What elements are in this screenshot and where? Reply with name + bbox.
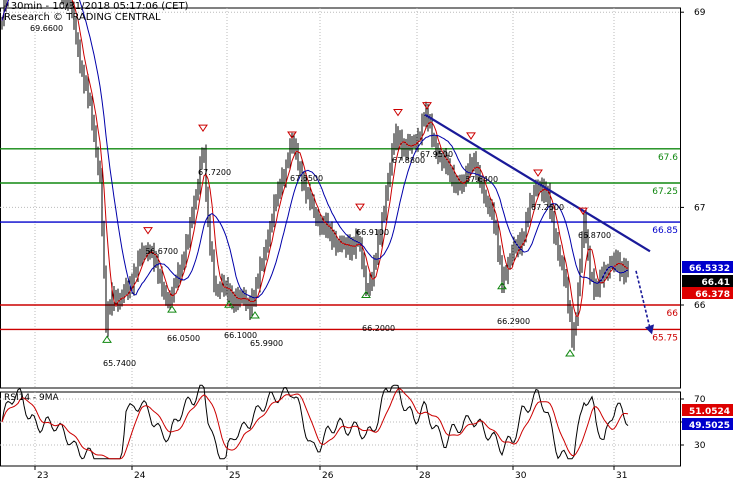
price-badge-label: 66.41	[702, 278, 730, 288]
x-tick-label: 30	[515, 471, 527, 480]
x-tick-label: 26	[322, 471, 334, 480]
y-tick-label: 67	[694, 203, 705, 213]
swing-high-label: 67.6500	[290, 174, 323, 183]
moving-average-fast	[1, 0, 629, 318]
swing-high-label: 67.8800	[392, 156, 425, 165]
resistance-level-label: 67.6	[658, 153, 678, 163]
swing-low-marker	[497, 281, 507, 290]
resistance-level-label: 67.25	[652, 187, 678, 197]
swing-low-label: 66.2000	[362, 324, 395, 333]
swing-high-label: 66.8700	[578, 231, 611, 240]
rsi-badge	[682, 418, 733, 430]
swing-high-label: 67.7200	[198, 168, 231, 177]
swing-high-label: 67.6400	[465, 175, 498, 184]
support-level-label: 65.75	[652, 333, 678, 343]
trend-line	[424, 113, 651, 253]
swing-high-label: 67.2600	[531, 203, 564, 212]
y-tick-label: 66	[694, 301, 706, 311]
pivot-level-label: 66.85	[652, 226, 678, 236]
rsi-badge-label: 49.5025	[689, 421, 730, 431]
swing-low-label: 66.2900	[497, 317, 530, 326]
swing-high-label: 66.6700	[145, 247, 178, 256]
price-badge-label: 66.378	[695, 290, 730, 300]
y-tick-label: 69	[694, 8, 706, 18]
swing-low-marker	[565, 349, 575, 357]
swing-low-marker	[167, 305, 177, 313]
x-tick-label: 25	[229, 471, 240, 480]
chart-header-timeframe: - 30min - 10/31/2018 05:17:06 (CET)	[4, 1, 189, 12]
swing-high-marker	[393, 109, 403, 117]
swing-low-marker	[224, 300, 234, 308]
rsi-y-tick-label: 30	[694, 441, 706, 451]
rsi-panel-label: RSI14 - 9MA	[4, 393, 59, 403]
x-tick-label: 28	[419, 471, 431, 480]
swing-low-label: 65.7400	[103, 359, 136, 368]
x-tick-label: 31	[616, 471, 627, 480]
price-panel-frame	[0, 7, 681, 389]
price-badge	[682, 275, 733, 287]
swing-high-label: 66.9100	[356, 228, 389, 237]
swing-high-marker	[355, 203, 365, 212]
price-badge-label: 66.5332	[689, 264, 730, 274]
swing-low-marker	[102, 335, 112, 343]
x-tick-label: 24	[134, 471, 146, 480]
swing-high-marker	[198, 124, 208, 133]
swing-high-marker	[422, 102, 432, 110]
swing-low-marker	[250, 311, 260, 319]
swing-high-label: 67.9500	[420, 150, 453, 159]
swing-high-marker	[466, 132, 476, 140]
swing-high-label: 69.6600	[30, 24, 63, 33]
moving-average-slow	[1, 0, 629, 299]
swing-high-marker	[287, 131, 297, 139]
swing-low-label: 66.0500	[167, 334, 200, 343]
swing-high-marker	[143, 227, 153, 235]
chart-header-research: Research © TRADING CENTRAL	[4, 12, 161, 23]
rsi-panel-frame	[0, 391, 681, 467]
forecast-arrow-head	[645, 324, 654, 335]
x-tick-label: 23	[37, 471, 48, 480]
rsi-y-tick-label: 70	[694, 395, 706, 405]
rsi-line	[1, 384, 629, 460]
price-badge	[682, 261, 733, 273]
rsi-badge	[682, 404, 733, 416]
swing-high-marker	[578, 207, 588, 215]
swing-low-label: 66.1000	[224, 331, 257, 340]
rsi-badge-label: 51.0524	[689, 407, 730, 417]
price-badge	[682, 287, 733, 299]
swing-high-marker	[533, 169, 543, 177]
swing-low-marker	[361, 290, 371, 298]
swing-low-label: 65.9900	[250, 339, 283, 348]
rsi-moving-average	[1, 388, 629, 460]
support-level-label: 66	[667, 309, 679, 319]
